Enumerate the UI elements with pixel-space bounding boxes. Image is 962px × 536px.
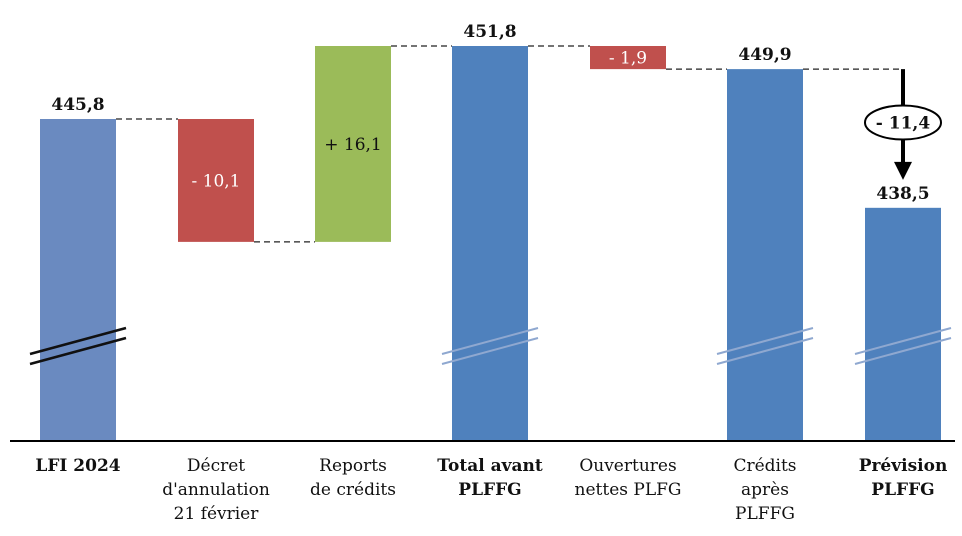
data-label: 445,8 bbox=[51, 95, 104, 115]
axis-break-mark bbox=[854, 327, 952, 355]
category-label: après bbox=[741, 480, 789, 500]
delta-ellipse-label: - 11,4 bbox=[876, 113, 931, 133]
category-label: PLFFG bbox=[458, 480, 521, 500]
delta-data-label: + 16,1 bbox=[324, 135, 382, 155]
category-label: nettes PLFG bbox=[575, 480, 682, 500]
category-label: Prévision bbox=[859, 456, 948, 476]
category-label: PLFFG bbox=[735, 504, 795, 524]
bar-total bbox=[865, 207, 941, 441]
axis-break-mark bbox=[716, 327, 814, 355]
delta-data-label: - 10,1 bbox=[192, 171, 241, 191]
bar-delta bbox=[590, 46, 666, 70]
axis-break-mark bbox=[29, 336, 127, 366]
axis-break-mark bbox=[716, 337, 814, 365]
data-label: 438,5 bbox=[876, 184, 929, 204]
category-label: Reports bbox=[319, 456, 387, 476]
category-label: Ouvertures bbox=[579, 456, 676, 476]
data-label: 449,9 bbox=[738, 45, 791, 65]
category-label: d'annulation bbox=[162, 480, 270, 500]
category-label: LFI 2024 bbox=[35, 456, 120, 476]
category-label: Crédits bbox=[733, 456, 796, 476]
axis-break-mark bbox=[854, 337, 952, 365]
data-label: 451,8 bbox=[463, 22, 516, 42]
delta-arrow-head bbox=[894, 161, 912, 180]
bar-total bbox=[727, 69, 803, 441]
category-label: Décret bbox=[187, 456, 245, 476]
bar-delta bbox=[178, 119, 254, 242]
category-label: de crédits bbox=[310, 480, 396, 500]
delta-ellipse bbox=[864, 104, 942, 141]
axis-break-mark bbox=[441, 337, 539, 365]
bar-delta bbox=[315, 46, 391, 242]
bar-total bbox=[452, 46, 528, 441]
bar-total bbox=[40, 119, 116, 441]
axis-break-mark bbox=[29, 326, 127, 356]
category-label: PLFFG bbox=[871, 480, 934, 500]
axis-break-mark bbox=[441, 327, 539, 355]
delta-data-label: - 1,9 bbox=[609, 49, 647, 69]
category-label: Total avant bbox=[437, 456, 543, 476]
category-label: 21 février bbox=[174, 504, 260, 524]
